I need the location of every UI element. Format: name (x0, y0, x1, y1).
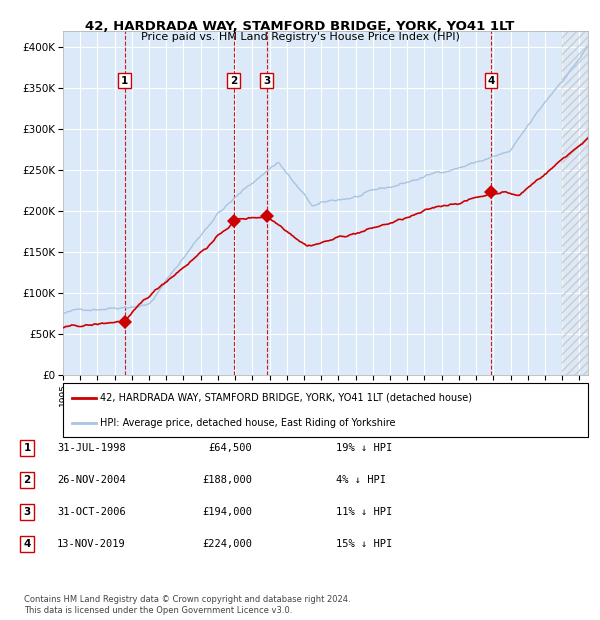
Text: 2: 2 (23, 475, 31, 485)
Text: 4: 4 (23, 539, 31, 549)
Text: This data is licensed under the Open Government Licence v3.0.: This data is licensed under the Open Gov… (24, 606, 292, 615)
Text: £194,000: £194,000 (202, 507, 252, 517)
Text: 1: 1 (121, 76, 128, 86)
Text: 3: 3 (23, 507, 31, 517)
Text: 11% ↓ HPI: 11% ↓ HPI (336, 507, 392, 517)
Text: £188,000: £188,000 (202, 475, 252, 485)
Text: 1: 1 (23, 443, 31, 453)
Text: 42, HARDRADA WAY, STAMFORD BRIDGE, YORK, YO41 1LT: 42, HARDRADA WAY, STAMFORD BRIDGE, YORK,… (85, 20, 515, 33)
Text: 3: 3 (263, 76, 270, 86)
Text: 31-JUL-1998: 31-JUL-1998 (57, 443, 126, 453)
Text: £64,500: £64,500 (208, 443, 252, 453)
Text: 42, HARDRADA WAY, STAMFORD BRIDGE, YORK, YO41 1LT (detached house): 42, HARDRADA WAY, STAMFORD BRIDGE, YORK,… (100, 393, 472, 403)
Text: HPI: Average price, detached house, East Riding of Yorkshire: HPI: Average price, detached house, East… (100, 418, 396, 428)
Text: 2: 2 (230, 76, 237, 86)
Text: 26-NOV-2004: 26-NOV-2004 (57, 475, 126, 485)
Text: 15% ↓ HPI: 15% ↓ HPI (336, 539, 392, 549)
Text: £224,000: £224,000 (202, 539, 252, 549)
Text: 31-OCT-2006: 31-OCT-2006 (57, 507, 126, 517)
Text: 4% ↓ HPI: 4% ↓ HPI (336, 475, 386, 485)
Text: 13-NOV-2019: 13-NOV-2019 (57, 539, 126, 549)
Text: Price paid vs. HM Land Registry's House Price Index (HPI): Price paid vs. HM Land Registry's House … (140, 32, 460, 42)
Text: 4: 4 (487, 76, 495, 86)
Text: Contains HM Land Registry data © Crown copyright and database right 2024.: Contains HM Land Registry data © Crown c… (24, 595, 350, 604)
Text: 19% ↓ HPI: 19% ↓ HPI (336, 443, 392, 453)
